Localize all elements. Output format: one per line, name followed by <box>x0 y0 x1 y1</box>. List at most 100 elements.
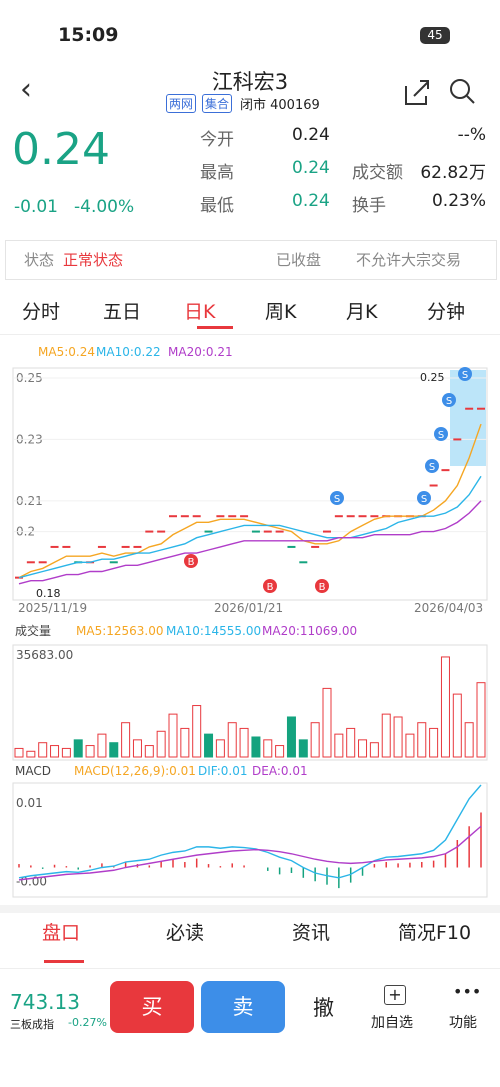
closed: 已收盘 <box>276 251 322 269</box>
trade-marker-label: B <box>267 582 274 593</box>
legend: MA10:14555.00 <box>166 624 261 638</box>
volume-bar <box>61 747 71 758</box>
tab[interactable]: 分时 <box>22 301 61 323</box>
tag: 两网 <box>166 94 197 113</box>
sell-button[interactable]: 卖 <box>201 981 285 1033</box>
bottom-tab[interactable]: 必读 <box>166 922 205 944</box>
volume-bar <box>369 742 379 758</box>
more-button[interactable]: 功能 <box>449 1015 477 1031</box>
ma-line <box>18 423 482 579</box>
volume-bar <box>156 730 166 758</box>
volume-bar <box>50 745 60 758</box>
price: 0.24 <box>12 124 110 175</box>
volume-bar <box>109 742 119 758</box>
trade-marker-label: B <box>188 557 195 568</box>
tab[interactable]: 日K <box>184 301 216 323</box>
index-name: 三板成指 <box>10 1018 54 1031</box>
trade-marker-label: S <box>446 396 452 407</box>
change: -0.01 <box>14 197 58 217</box>
volume-bar <box>251 736 261 758</box>
header-icons[interactable] <box>400 76 480 108</box>
volume-bar <box>73 739 83 758</box>
volume-bar <box>417 722 427 758</box>
volume-bar <box>464 722 474 758</box>
volume-bar <box>227 722 237 758</box>
volume-bar <box>298 739 308 758</box>
trade-marker-label: B <box>319 582 326 593</box>
quote-value: 0.23% <box>431 191 486 211</box>
legend: DIF:0.01 <box>198 764 248 778</box>
high-label: 0.25 <box>420 371 445 384</box>
trade-marker-label: S <box>421 494 427 505</box>
volume-bar <box>263 739 273 758</box>
watch-button[interactable]: 加自选 <box>371 1015 413 1031</box>
volume-bar <box>97 733 107 758</box>
volume-bar <box>85 745 95 758</box>
divider <box>0 905 500 913</box>
volume-bar <box>38 742 48 758</box>
volume-bar <box>180 727 190 758</box>
ma-line <box>18 825 482 881</box>
quote-label: 成交额 <box>352 163 403 183</box>
more-icon[interactable]: ••• <box>453 982 482 1001</box>
tab-underline <box>197 326 233 329</box>
change-pct: -4.00% <box>74 197 135 217</box>
time: 15:09 <box>58 24 119 46</box>
subtitle: 闭市 400169 <box>240 98 320 113</box>
battery: 45 <box>420 27 450 44</box>
volume-bar <box>476 682 486 758</box>
status-box <box>5 240 497 280</box>
ma-line <box>18 784 482 879</box>
volume-bar <box>334 733 344 758</box>
trade-marker-label: S <box>334 494 340 505</box>
title: 江科宏3 <box>211 70 289 94</box>
trade-marker <box>330 491 344 505</box>
index-value: 743.13 <box>10 990 80 1014</box>
cancel-button[interactable]: 撤 <box>313 996 334 1020</box>
volume-bar <box>429 727 439 758</box>
add-icon[interactable]: + <box>384 985 406 1005</box>
trade-marker <box>442 393 456 407</box>
volume-bar <box>346 727 356 758</box>
selector: 成交量 <box>15 623 51 638</box>
tab-underline <box>44 960 84 963</box>
trade-marker <box>434 427 448 441</box>
volume-bar <box>14 747 24 758</box>
buy-button[interactable]: 买 <box>110 981 194 1033</box>
tab[interactable]: 五日 <box>103 301 142 323</box>
bottom-tab[interactable]: 资讯 <box>292 922 331 944</box>
quote-label: 今开 <box>200 130 234 150</box>
volume-bar <box>310 722 320 758</box>
volume-bar <box>358 739 368 758</box>
volume-bar <box>275 745 285 758</box>
quote-value: 0.24 <box>292 125 330 145</box>
volume-bar <box>393 716 403 758</box>
legend: MACD(12,26,9):0.01 <box>74 764 196 778</box>
date-label: 2025/11/19 <box>18 601 87 615</box>
y-tick-label: 35683.00 <box>16 648 73 662</box>
tab[interactable]: 月K <box>346 301 378 323</box>
trade-marker <box>417 491 431 505</box>
volume-bar <box>121 722 131 758</box>
trade-marker-label: S <box>462 370 468 381</box>
panel <box>12 644 488 761</box>
status-state: 正常状态 <box>63 251 124 269</box>
volume-bar <box>322 687 332 758</box>
quote-value: 62.82万 <box>420 163 486 183</box>
back[interactable]: ‹ <box>20 72 32 107</box>
legend: MA5:12563.00 <box>76 624 164 638</box>
legend: MA20:0.21 <box>168 345 233 359</box>
tab[interactable]: 分钟 <box>427 301 466 323</box>
quote-value: 0.24 <box>292 191 330 211</box>
bottom-tab[interactable]: 盘口 <box>42 922 81 944</box>
volume-bar <box>286 716 296 758</box>
bottom-tab[interactable]: 简况F10 <box>398 922 472 944</box>
tab[interactable]: 周K <box>265 301 297 323</box>
volume-bar <box>381 713 391 758</box>
legend: MA10:0.22 <box>96 345 161 359</box>
block: 不允许大宗交易 <box>356 251 462 269</box>
index-change: -0.27% <box>68 1016 107 1029</box>
volume-bar <box>204 733 214 758</box>
